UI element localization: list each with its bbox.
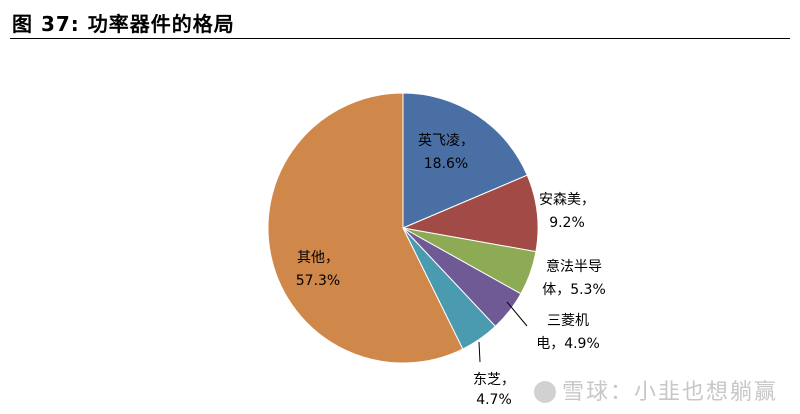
slice-label-name-2: 意法半导 (546, 258, 602, 275)
snowball-logo-icon (533, 381, 556, 403)
slice-label-name-4: 东芝， (473, 372, 515, 388)
pie-slice-1 (401, 174, 539, 253)
slice-label-value-4: 4.7% (476, 392, 512, 408)
slice-label-name-3: 三菱机 (547, 313, 589, 329)
slice-label-name-1: 安森美， (539, 192, 595, 208)
leader-line-4 (478, 341, 481, 363)
title-divider (10, 38, 790, 39)
slice-label-name-0: 英飞凌， (418, 132, 474, 149)
figure-title: 图 37: 功率器件的格局 (12, 12, 235, 36)
pie-slice-5 (267, 92, 464, 364)
pie-slice-0 (402, 92, 528, 229)
slice-label-value-2: 体，5.3% (542, 282, 606, 298)
watermark: 雪球：小韭也想躺赢 (533, 374, 778, 406)
slice-label-value-1: 9.2% (549, 215, 585, 231)
slice-label-name-5: 其他， (297, 250, 339, 266)
slice-label-value-5: 57.3% (296, 273, 340, 289)
pie-slices (267, 92, 539, 364)
leader-lines (478, 301, 528, 363)
watermark-text: 雪球：小韭也想躺赢 (561, 380, 778, 405)
slice-label-value-3: 电，4.9% (536, 336, 600, 352)
slice-label-value-0: 18.6% (424, 156, 468, 172)
leader-line-3 (506, 301, 528, 327)
